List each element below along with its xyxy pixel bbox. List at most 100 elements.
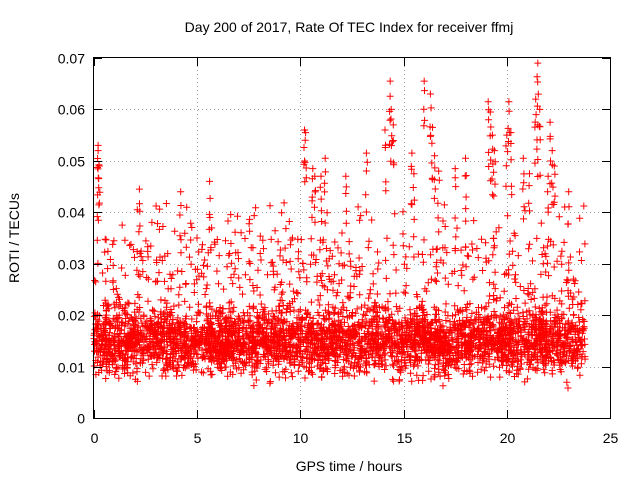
data-point: [319, 282, 327, 290]
data-point: [362, 191, 370, 199]
data-point: [499, 320, 507, 328]
data-point: [512, 278, 520, 286]
data-point: [187, 236, 195, 244]
data-point: [534, 331, 542, 339]
data-point: [507, 156, 515, 164]
data-point: [546, 180, 554, 188]
data-point: [193, 276, 201, 284]
data-point: [124, 361, 132, 369]
data-point: [144, 275, 152, 283]
data-point: [246, 317, 254, 325]
data-point: [521, 299, 529, 307]
data-point: [529, 323, 537, 331]
data-point: [407, 200, 415, 208]
data-point: [523, 344, 531, 352]
data-point: [91, 277, 99, 284]
data-point: [182, 280, 190, 288]
data-point: [279, 256, 287, 264]
data-point: [178, 371, 186, 379]
data-point: [118, 221, 126, 229]
data-point: [253, 319, 261, 327]
data-point: [382, 274, 390, 282]
data-point: [329, 286, 337, 294]
data-point: [301, 321, 309, 329]
data-point: [505, 107, 513, 115]
data-point: [564, 334, 572, 342]
data-point: [474, 359, 482, 366]
data-point: [121, 271, 129, 279]
data-point: [387, 348, 394, 356]
data-point: [274, 316, 282, 324]
data-point: [391, 210, 399, 218]
data-point: [396, 304, 404, 312]
data-point: [481, 314, 489, 322]
data-point: [393, 359, 401, 367]
data-point: [423, 287, 431, 295]
data-point: [411, 330, 418, 338]
data-point: [544, 172, 552, 180]
data-point: [462, 154, 469, 162]
data-point: [208, 370, 216, 378]
data-point: [548, 366, 556, 374]
data-point: [321, 154, 329, 162]
data-point: [540, 244, 548, 252]
data-point: [532, 311, 540, 319]
data-point: [399, 230, 407, 238]
data-point: [553, 257, 561, 265]
data-point: [117, 336, 125, 344]
data-point: [316, 361, 324, 369]
data-point: [196, 337, 204, 345]
data-point: [460, 331, 468, 338]
chart-title: Day 200 of 2017, Rate Of TEC Index for r…: [185, 19, 514, 35]
data-point: [162, 317, 170, 325]
data-point: [231, 331, 239, 339]
data-point: [321, 219, 329, 227]
data-point: [193, 328, 201, 335]
data-point: [512, 271, 519, 279]
data-point: [525, 322, 533, 330]
data-point: [490, 362, 498, 370]
data-point: [307, 369, 315, 376]
data-point: [525, 245, 533, 253]
data-point: [345, 238, 353, 246]
data-point: [571, 348, 579, 356]
data-point: [420, 105, 428, 113]
data-point: [295, 321, 303, 329]
data-point: [97, 348, 104, 356]
data-point: [302, 174, 310, 182]
data-point: [372, 302, 380, 310]
data-point: [227, 240, 235, 247]
data-point: [505, 266, 513, 274]
data-point: [573, 341, 581, 349]
data-point: [520, 179, 528, 187]
data-point: [437, 256, 445, 264]
data-point: [442, 317, 450, 324]
data-point: [349, 349, 357, 357]
data-point: [332, 352, 340, 360]
data-point: [102, 277, 110, 285]
data-point: [439, 351, 447, 359]
data-point: [115, 321, 123, 329]
data-point: [534, 173, 542, 180]
data-point: [173, 372, 180, 380]
data-point: [158, 372, 166, 380]
data-point: [565, 327, 573, 335]
data-point: [126, 329, 134, 337]
data-point: [169, 346, 177, 354]
data-point: [286, 303, 294, 311]
data-point: [224, 349, 232, 357]
data-point: [517, 356, 525, 364]
data-point: [259, 328, 267, 336]
data-point: [462, 263, 470, 271]
data-point: [133, 306, 141, 313]
data-point: [472, 333, 479, 341]
data-point: [362, 208, 370, 216]
data-point: [160, 343, 168, 351]
data-point: [444, 312, 452, 320]
data-point: [564, 277, 572, 285]
data-point: [403, 338, 411, 346]
data-point: [296, 326, 304, 334]
data-point: [456, 329, 464, 337]
data-point: [433, 327, 441, 335]
data-point: [361, 334, 369, 342]
